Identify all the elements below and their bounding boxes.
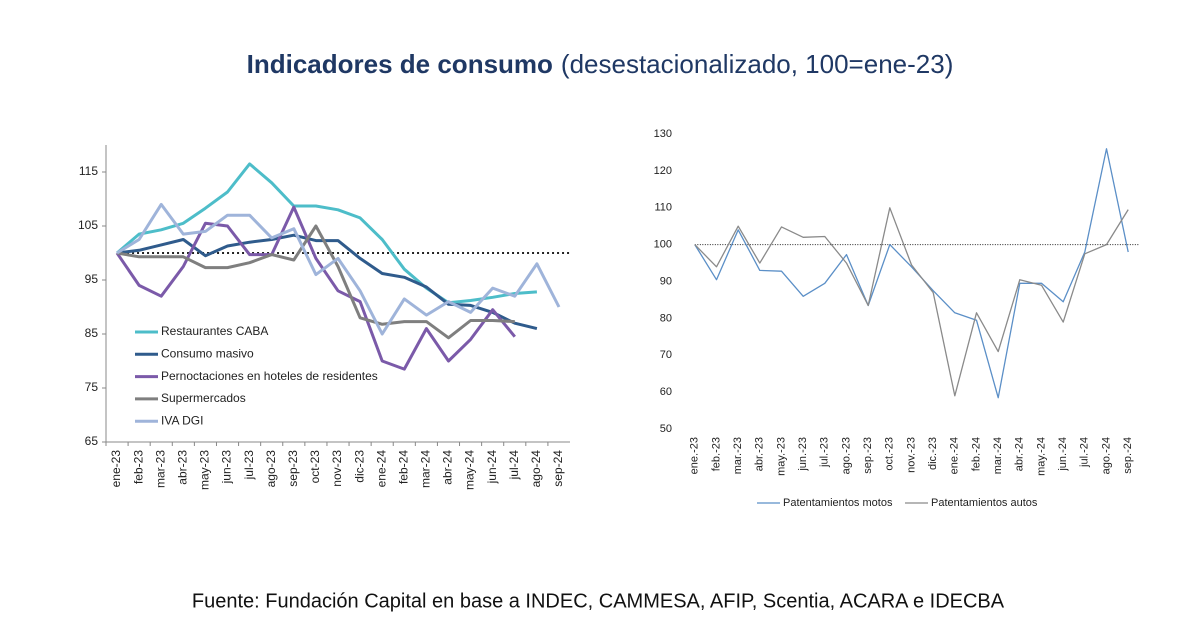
x-tick-label: nov-23 xyxy=(330,450,344,487)
y-tick-label: 75 xyxy=(85,380,99,394)
source: Fuente: Fundación Capital en base a INDE… xyxy=(192,590,1005,612)
title: Indicadores de consumo xyxy=(247,49,553,79)
x-tick-label: jun.-24 xyxy=(1057,437,1069,472)
x-tick-label: jul-23 xyxy=(242,450,256,481)
x-tick-label: ago.-23 xyxy=(840,437,852,474)
x-tick-label: may-24 xyxy=(463,450,477,490)
x-tick-label: oct.-23 xyxy=(884,437,896,471)
x-tick-label: may-23 xyxy=(198,450,212,490)
y-tick-label: 110 xyxy=(654,202,672,214)
x-tick-label: sep.-23 xyxy=(862,437,874,474)
y-tick-label: 90 xyxy=(660,275,672,287)
x-tick-label: may.-24 xyxy=(1035,437,1047,476)
series-line xyxy=(116,202,561,336)
x-tick-label: feb-23 xyxy=(131,450,145,484)
x-tick-label: ene.-23 xyxy=(689,437,701,474)
x-tick-label: abr-23 xyxy=(176,450,190,485)
x-tick-label: jul.-23 xyxy=(819,437,831,468)
x-tick-label: mar.-24 xyxy=(992,437,1004,474)
x-tick-label: may.-23 xyxy=(775,437,787,476)
x-tick-label: sep-23 xyxy=(286,450,300,487)
x-tick-label: ago-24 xyxy=(529,450,543,488)
y-tick-label: 120 xyxy=(654,165,672,177)
x-tick-label: abr-24 xyxy=(441,450,455,485)
series-line xyxy=(694,207,1129,397)
legend-label: Patentamientos motos xyxy=(783,497,893,509)
x-tick-label: sep-24 xyxy=(551,450,565,487)
legend-label: Patentamientos autos xyxy=(931,497,1038,509)
x-tick-label: dic-23 xyxy=(352,450,366,483)
x-tick-label: nov.-23 xyxy=(905,437,917,473)
y-tick-label: 65 xyxy=(85,434,99,448)
series-line xyxy=(116,233,538,331)
x-tick-label: mar-23 xyxy=(153,450,167,488)
legend-label: IVA DGI xyxy=(161,413,203,427)
x-tick-label: jun-23 xyxy=(220,450,234,485)
x-tick-label: oct-23 xyxy=(308,450,322,484)
y-tick-label: 60 xyxy=(660,386,672,398)
x-tick-label: ene.-24 xyxy=(949,437,961,474)
x-tick-label: abr.-24 xyxy=(1014,437,1026,471)
x-tick-label: feb.-24 xyxy=(970,437,982,471)
x-tick-label: jun-24 xyxy=(485,450,499,485)
x-tick-label: sep.-24 xyxy=(1122,437,1134,474)
x-tick-label: mar.-23 xyxy=(732,437,744,474)
x-tick-label: abr.-23 xyxy=(754,437,766,471)
y-tick-label: 100 xyxy=(654,239,672,251)
x-tick-label: jun.-23 xyxy=(797,437,809,472)
y-tick-label: 95 xyxy=(85,272,99,286)
x-tick-label: jul-24 xyxy=(507,450,521,481)
x-tick-label: jul.-24 xyxy=(1079,437,1091,468)
series-line xyxy=(115,205,516,371)
series-line xyxy=(116,224,515,340)
legend-label: Consumo masivo xyxy=(161,346,254,360)
x-tick-label: ago.-24 xyxy=(1100,437,1112,474)
x-tick-label: ago-23 xyxy=(264,450,278,488)
legend-label: Pernoctaciones en hoteles de residentes xyxy=(161,369,378,383)
x-tick-label: ene-23 xyxy=(109,450,123,488)
x-tick-label: ene-24 xyxy=(374,450,388,488)
y-tick-label: 70 xyxy=(660,349,672,361)
y-tick-label: 85 xyxy=(85,326,99,340)
legend-label: Supermercados xyxy=(161,391,246,405)
y-tick-label: 115 xyxy=(79,164,98,178)
y-tick-label: 50 xyxy=(660,423,672,435)
x-tick-label: feb.-23 xyxy=(710,437,722,471)
x-tick-label: feb-24 xyxy=(396,450,410,484)
y-tick-label: 80 xyxy=(660,312,672,324)
x-tick-label: dic.-23 xyxy=(927,437,939,470)
series-line xyxy=(116,162,538,305)
title-group: Indicadores de consumo (desestacionalizad… xyxy=(247,49,954,79)
series-line xyxy=(694,148,1129,399)
x-tick-label: mar-24 xyxy=(419,450,433,488)
y-tick-label: 130 xyxy=(654,128,672,140)
y-tick-label: 105 xyxy=(78,218,98,232)
legend-label: Restaurantes CABA xyxy=(161,324,268,338)
subtitle: (desestacionalizado, 100=ene-23) xyxy=(561,49,953,79)
